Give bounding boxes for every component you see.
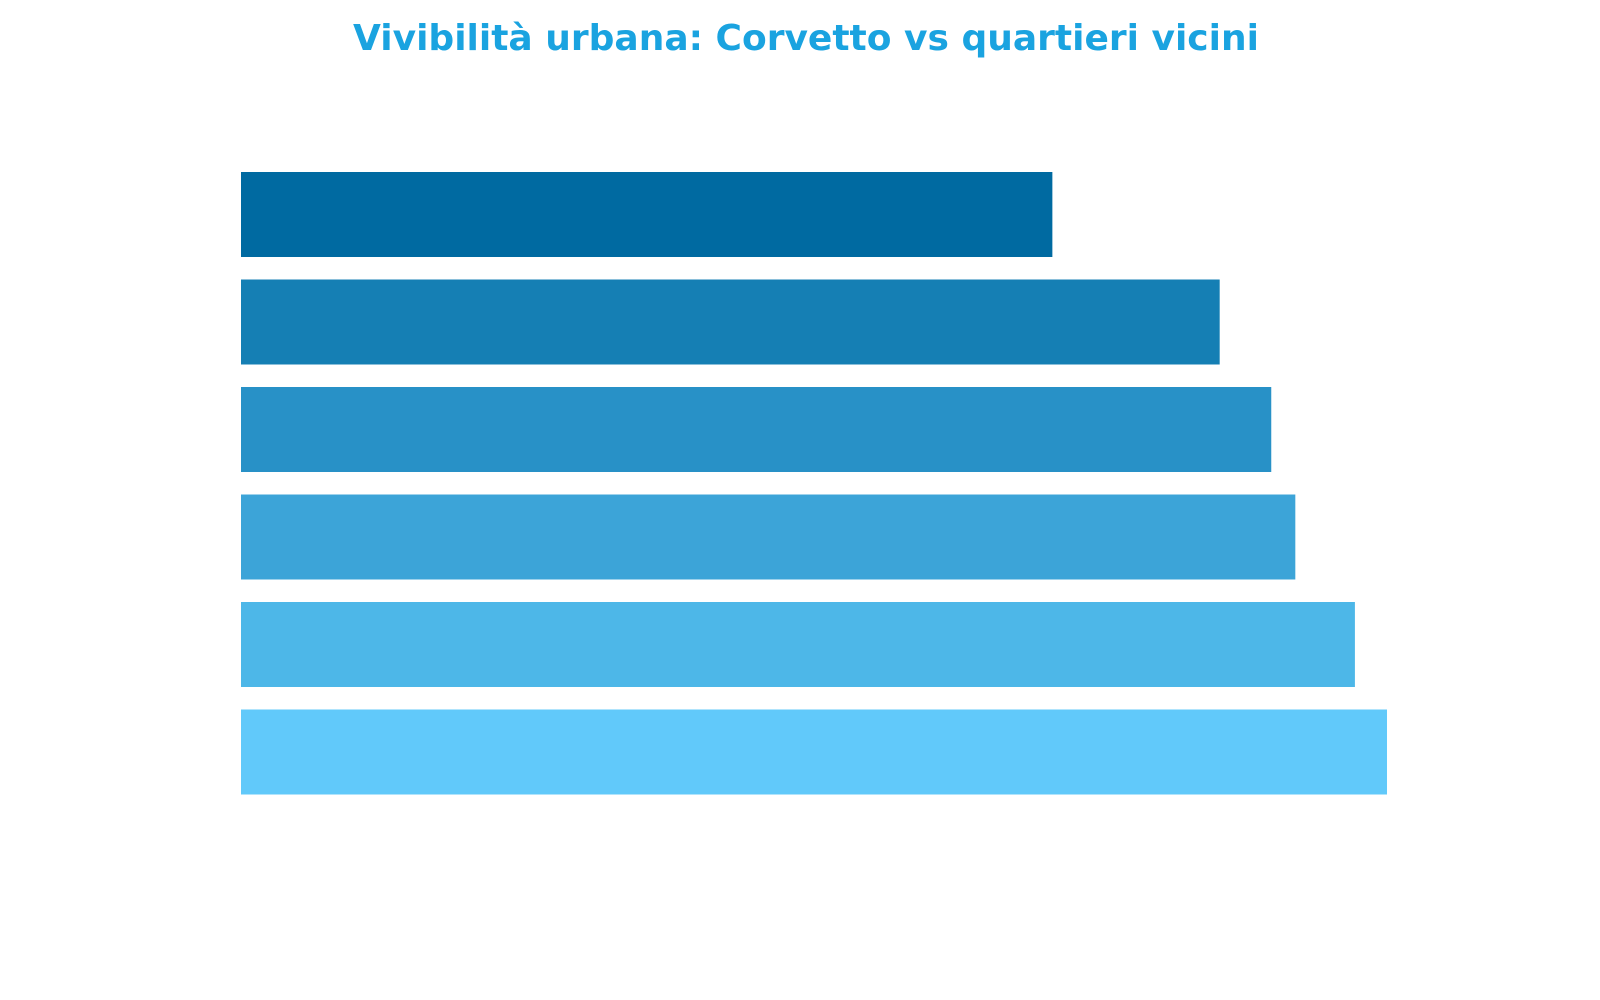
bar-6 xyxy=(241,709,1387,795)
bar-group xyxy=(241,172,1387,795)
chart-title: Vivibilità urbana: Corvetto vs quartieri… xyxy=(353,18,1259,59)
bar-5 xyxy=(241,602,1355,687)
bar-4 xyxy=(241,494,1296,580)
bar-2 xyxy=(241,279,1220,365)
bar-3 xyxy=(241,387,1272,472)
bar-1 xyxy=(241,172,1053,257)
